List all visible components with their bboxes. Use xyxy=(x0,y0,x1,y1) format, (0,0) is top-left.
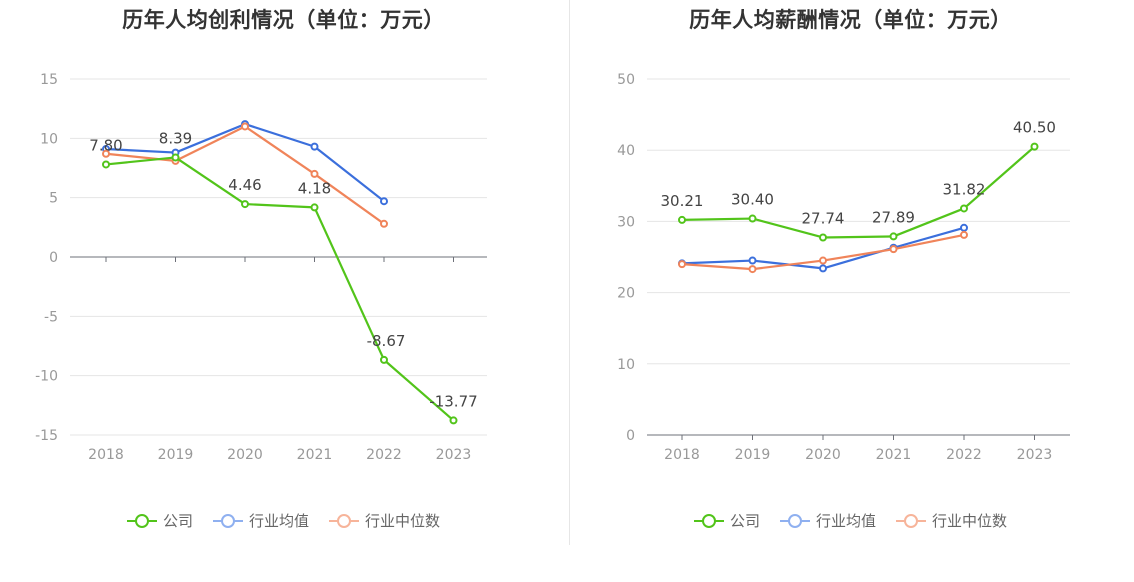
x-tick-label: 2021 xyxy=(876,447,912,463)
y-tick-label: -10 xyxy=(35,369,58,385)
data-label: 30.40 xyxy=(731,191,774,209)
x-tick-label: 2020 xyxy=(805,447,841,463)
data-label: 8.39 xyxy=(159,129,192,147)
data-point xyxy=(171,153,180,162)
data-point xyxy=(960,204,968,213)
x-tick-label: 2022 xyxy=(366,447,402,463)
data-label: 4.18 xyxy=(298,179,331,197)
data-point xyxy=(310,203,319,212)
y-tick-label: 0 xyxy=(49,250,58,266)
legend-item-industry-avg[interactable]: 行业均值 xyxy=(779,510,876,531)
data-point xyxy=(1030,142,1039,151)
chart-title: 历年人均薪酬情况（单位：万元） xyxy=(689,8,1012,32)
data-point xyxy=(889,232,898,241)
legend-marker-icon xyxy=(896,513,926,528)
data-point xyxy=(748,214,757,223)
data-point xyxy=(102,149,110,158)
x-tick-label: 2018 xyxy=(664,447,700,463)
data-point xyxy=(241,122,249,131)
x-tick-label: 2022 xyxy=(946,447,982,463)
y-tick-label: 5 xyxy=(49,191,58,207)
x-tick-label: 2023 xyxy=(1017,447,1053,463)
y-tick-label: 50 xyxy=(617,72,635,88)
x-tick-label: 2020 xyxy=(227,447,263,463)
legend-label: 行业中位数 xyxy=(365,512,441,530)
profit-line-chart: 15 10 5 0 -5 -10 -15 2018 2019 2020 2021 2022 2023 7.… xyxy=(35,72,487,463)
legend-marker-icon xyxy=(212,513,243,528)
data-label: 4.46 xyxy=(228,176,261,194)
data-point xyxy=(748,265,757,274)
y-tick-label: 15 xyxy=(40,72,58,88)
chart-legend: 公司 行业均值 行业中位数 xyxy=(0,510,567,531)
x-tick-label: 2018 xyxy=(88,447,124,463)
data-point xyxy=(819,256,827,265)
legend-item-company[interactable]: 公司 xyxy=(693,510,760,531)
y-tick-label: 10 xyxy=(40,131,58,147)
data-label: 27.89 xyxy=(872,208,915,226)
y-tick-label: 30 xyxy=(617,214,635,230)
legend-label: 公司 xyxy=(729,512,760,530)
y-tick-label: 0 xyxy=(626,428,635,444)
legend-label: 公司 xyxy=(162,512,193,530)
data-point xyxy=(960,223,968,232)
data-point xyxy=(889,245,898,254)
data-point xyxy=(819,233,827,242)
data-label: 40.50 xyxy=(1013,119,1056,137)
x-tick-label: 2019 xyxy=(735,447,771,463)
data-point xyxy=(678,215,686,224)
profit-chart-panel: 历年人均创利情况（单位：万元） 15 10 5 0 -5 -10 -15 2018 2019 20… xyxy=(0,8,567,531)
data-point xyxy=(380,355,388,364)
x-tick-label: 2019 xyxy=(158,447,194,463)
legend-marker-icon xyxy=(779,513,810,528)
data-point xyxy=(819,264,827,273)
series-line xyxy=(105,156,455,422)
x-tick-label: 2021 xyxy=(297,447,333,463)
data-point xyxy=(380,197,388,206)
legend-marker-icon xyxy=(693,513,724,528)
data-point xyxy=(310,142,319,151)
x-tick-label: 2023 xyxy=(436,447,472,463)
data-point xyxy=(102,160,110,169)
legend-item-industry-avg[interactable]: 行业均值 xyxy=(212,510,309,531)
legend-marker-icon xyxy=(329,513,359,528)
data-point xyxy=(310,169,319,178)
salary-line-chart: 50 40 30 20 10 0 2018 2019 2020 2021 2022 2023 30.21… xyxy=(617,72,1070,463)
y-tick-label: -15 xyxy=(35,428,58,444)
data-point xyxy=(380,219,388,228)
data-label: 27.74 xyxy=(802,209,845,227)
legend-item-company[interactable]: 公司 xyxy=(126,510,193,531)
data-label: 30.21 xyxy=(661,192,704,210)
data-point xyxy=(960,230,968,239)
data-point xyxy=(449,416,458,425)
salary-chart-panel: 历年人均薪酬情况（单位：万元） 50 40 30 20 10 0 2018 2019 2020 2… xyxy=(567,0,1134,582)
data-point xyxy=(678,260,686,269)
data-point xyxy=(748,256,757,265)
chart-title: 历年人均创利情况（单位：万元） xyxy=(122,8,445,32)
legend-label: 行业均值 xyxy=(248,512,309,530)
legend-item-industry-median[interactable]: 行业中位数 xyxy=(896,510,1007,531)
data-point xyxy=(241,200,249,209)
y-tick-label: 10 xyxy=(617,357,635,373)
series-line xyxy=(681,145,1036,239)
legend-item-industry-median[interactable]: 行业中位数 xyxy=(329,510,440,531)
legend-marker-icon xyxy=(126,513,157,528)
chart-legend: 公司 行业均值 行业中位数 xyxy=(567,510,1134,531)
legend-label: 行业均值 xyxy=(815,512,876,530)
legend-label: 行业中位数 xyxy=(932,512,1008,530)
data-label: 31.82 xyxy=(943,180,986,198)
y-tick-label: 40 xyxy=(617,143,635,159)
data-label: 7.80 xyxy=(89,136,122,154)
y-tick-label: 20 xyxy=(617,286,635,302)
y-tick-label: -5 xyxy=(44,309,58,325)
panel-divider xyxy=(569,0,570,545)
data-label: -13.77 xyxy=(429,392,477,410)
data-label: -8.67 xyxy=(367,332,406,350)
